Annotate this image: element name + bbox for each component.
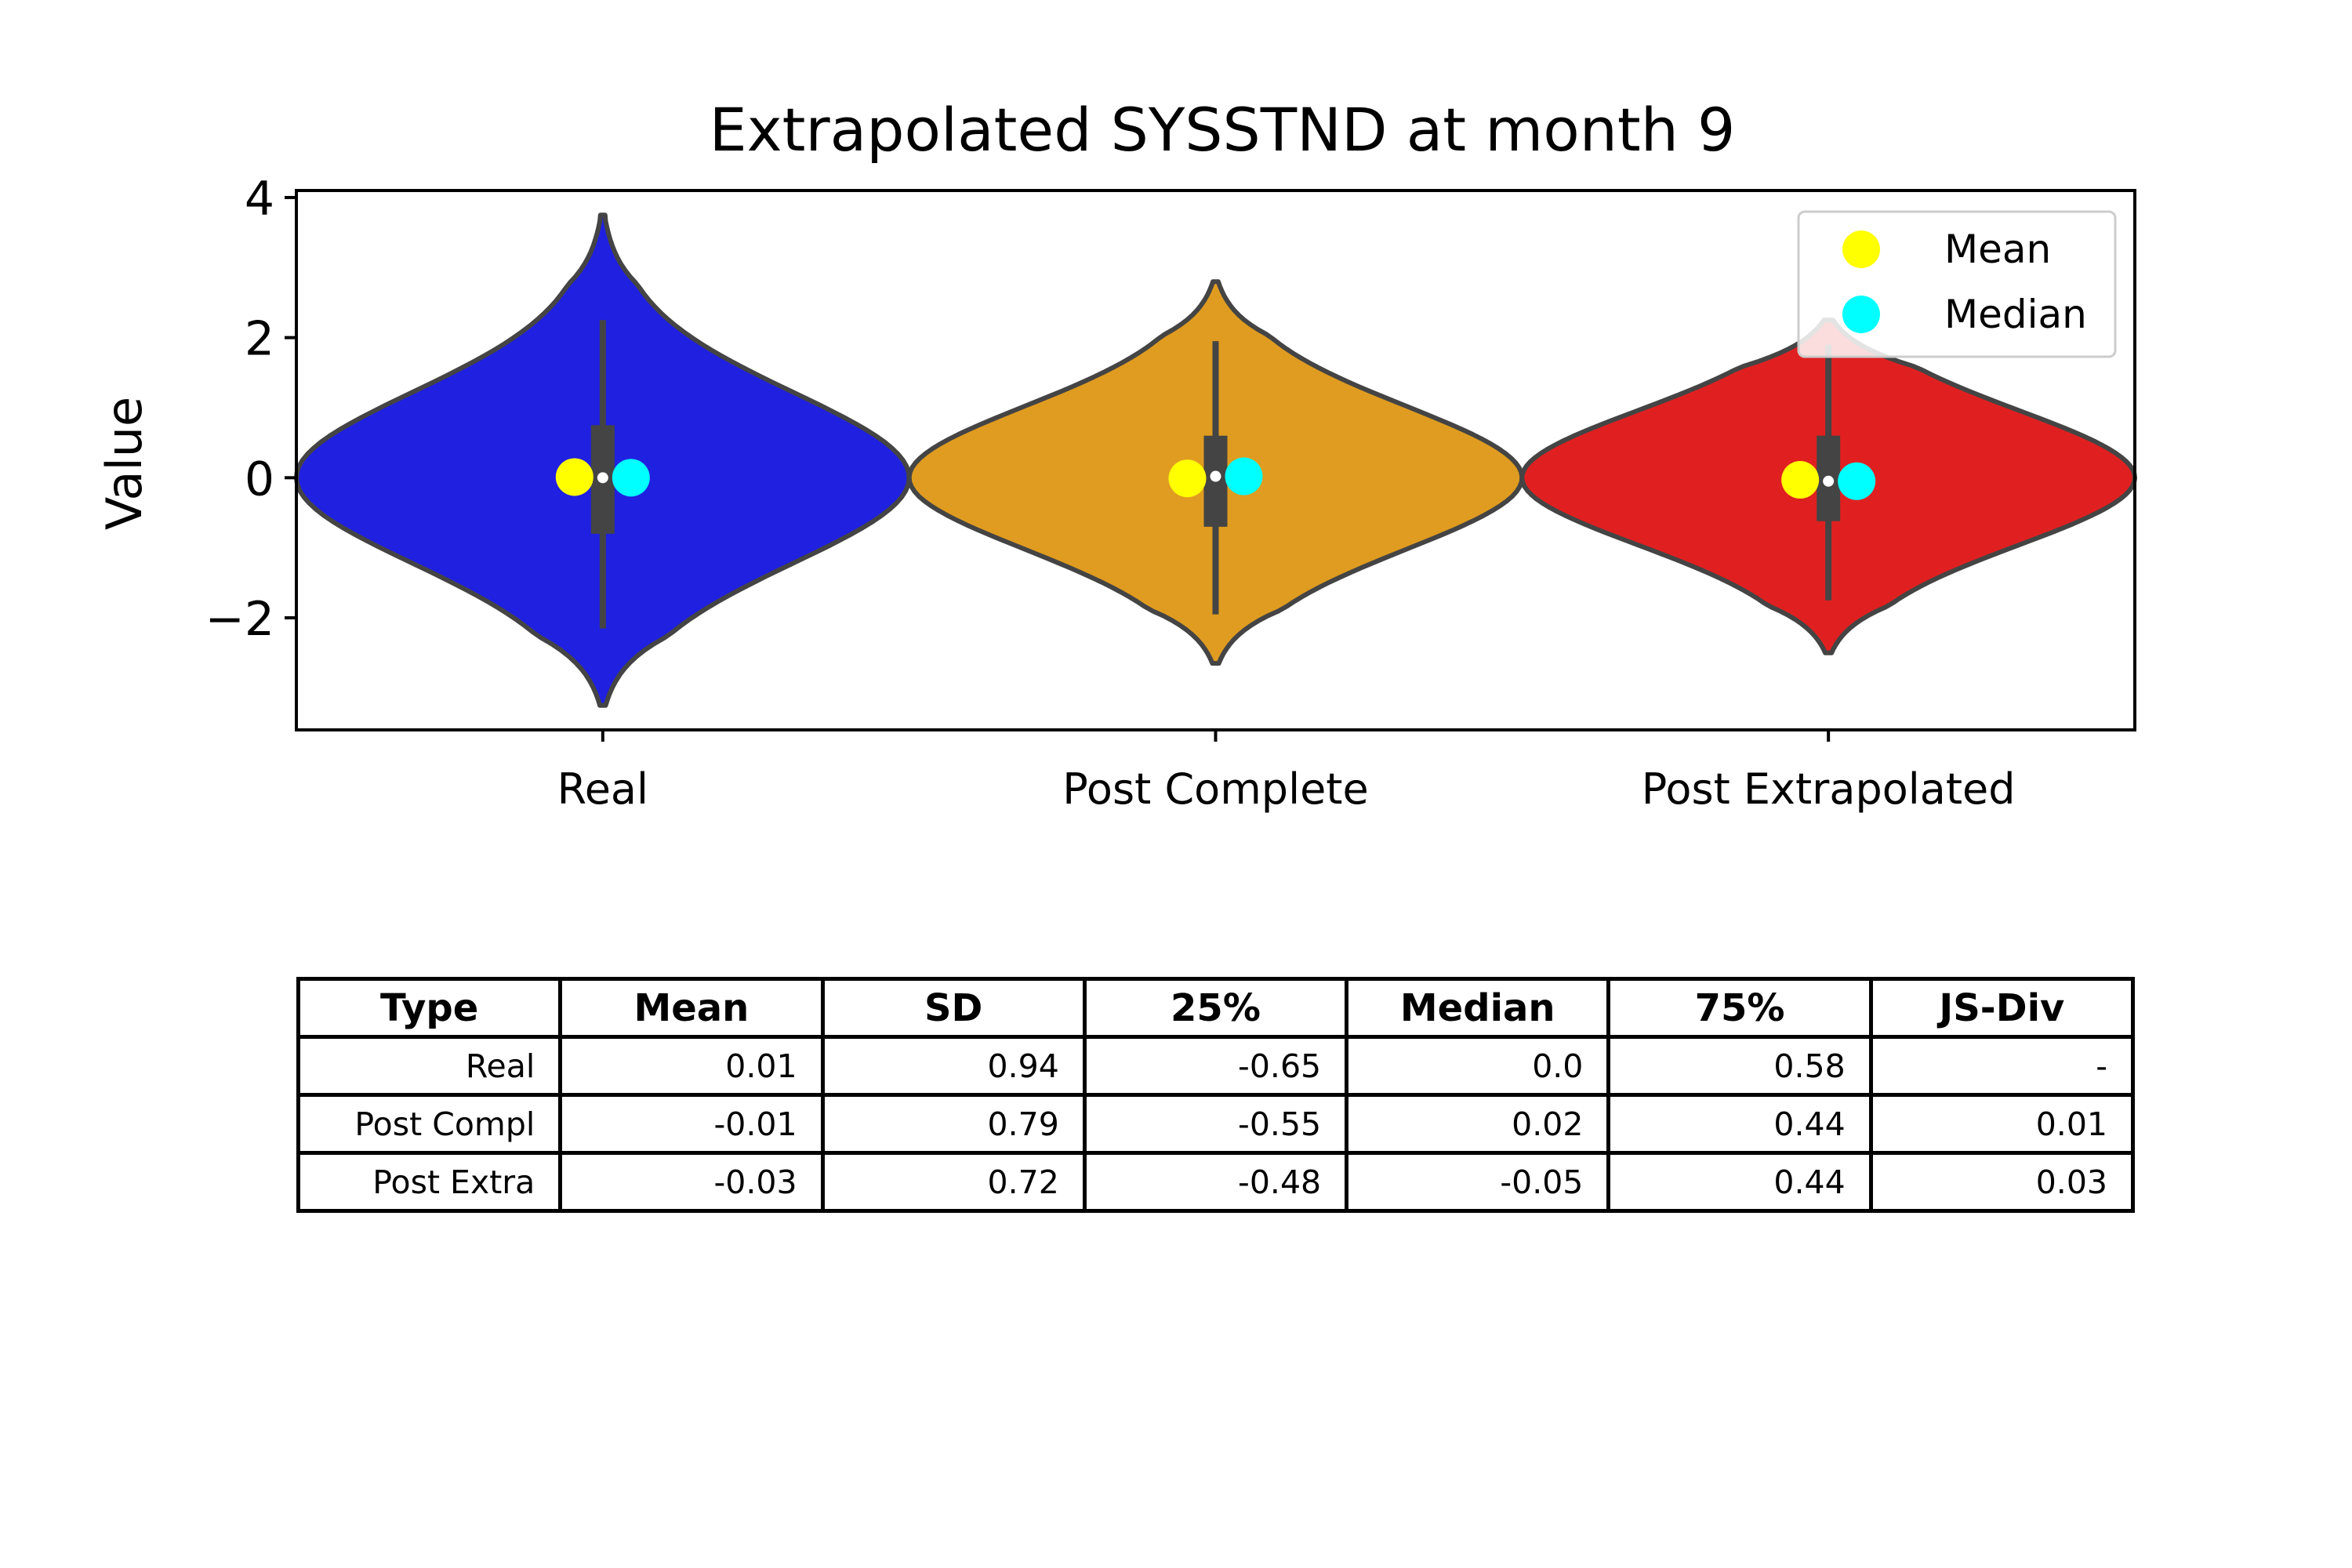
legend-label: Mean — [1944, 227, 2051, 272]
table-cell: 0.44 — [1606, 1093, 1873, 1155]
table-cell: - — [1868, 1035, 2136, 1097]
table-cell: -0.65 — [1082, 1035, 1349, 1097]
median-marker — [612, 459, 650, 497]
legend-marker — [1842, 296, 1880, 333]
table-row: Post Compl -0.01 0.79 -0.55 0.02 0.44 0.01 — [296, 1093, 2136, 1155]
y-axis: −2 0 2 4 — [205, 172, 296, 647]
mean-marker — [1781, 461, 1820, 499]
table-cell: Post Compl — [296, 1093, 563, 1155]
table-cell: 0.44 — [1606, 1151, 1873, 1213]
table-cell: -0.03 — [558, 1151, 825, 1213]
y-axis-label: Value — [96, 397, 153, 530]
legend: Mean Median — [1797, 210, 2117, 358]
table-cell: -0.01 — [558, 1093, 825, 1155]
statistics-table: Type Mean SD 25% Median 75% JS-Div Real 0.01 0.9… — [296, 977, 2136, 1213]
y-tick-label: −2 — [205, 592, 274, 647]
table-cell: 0.58 — [1606, 1035, 1873, 1097]
table-cell: 0.0 — [1345, 1035, 1611, 1097]
table-cell: 0.94 — [820, 1035, 1087, 1097]
table-header-cell: Type — [296, 977, 563, 1039]
median-dot — [1210, 470, 1221, 482]
table-header-cell: Mean — [558, 977, 825, 1039]
table-header-cell: SD — [820, 977, 1087, 1039]
table-header-cell: 25% — [1082, 977, 1349, 1039]
x-tick-label: Post Extrapolated — [1642, 764, 2016, 814]
table-cell: 0.72 — [820, 1151, 1087, 1213]
legend-label: Median — [1944, 292, 2087, 337]
mean-marker — [1168, 459, 1207, 498]
y-tick-label: 4 — [245, 172, 274, 227]
table-header-cell: Median — [1345, 977, 1611, 1039]
table-cell: 0.03 — [1868, 1151, 2136, 1213]
median-dot — [1823, 475, 1835, 487]
mean-marker — [555, 458, 593, 496]
x-axis: Real Post Complete Post Extrapolated — [557, 730, 2016, 814]
chart-title: Extrapolated SYSSTND at month 9 — [710, 95, 1736, 165]
table-row: Post Extra -0.03 0.72 -0.48 -0.05 0.44 0.03 — [296, 1151, 2136, 1213]
table-header-cell: 75% — [1606, 977, 1873, 1039]
table-row: Real 0.01 0.94 -0.65 0.0 0.58- — [296, 1035, 2136, 1097]
table-cell: 0.02 — [1345, 1093, 1611, 1155]
violin-layer — [294, 212, 2137, 708]
marker-layer — [555, 457, 1876, 500]
table-cell: Post Extra — [296, 1151, 563, 1213]
table-cell: -0.55 — [1082, 1093, 1349, 1155]
median-marker — [1838, 462, 1876, 500]
median-marker — [1225, 457, 1263, 495]
median-dot — [597, 472, 608, 484]
table-body: Real 0.01 0.94 -0.65 0.0 0.58- Post Compl -0.01… — [296, 1035, 2136, 1213]
table-cell: -0.48 — [1082, 1151, 1349, 1213]
table-cell: 0.01 — [558, 1035, 825, 1097]
y-tick-label: 0 — [245, 452, 274, 506]
x-tick-label: Post Complete — [1062, 764, 1368, 814]
table-header-row: Type Mean SD 25% Median 75% JS-Div — [296, 977, 2136, 1039]
table-cell: Real — [296, 1035, 563, 1097]
legend-marker — [1842, 230, 1880, 268]
table-cell: 0.79 — [820, 1093, 1087, 1155]
table-cell: -0.05 — [1345, 1151, 1611, 1213]
table-header-cell: JS-Div — [1868, 977, 2136, 1039]
y-tick-label: 2 — [245, 312, 274, 367]
x-tick-label: Real — [557, 764, 648, 814]
table-cell: 0.01 — [1868, 1093, 2136, 1155]
